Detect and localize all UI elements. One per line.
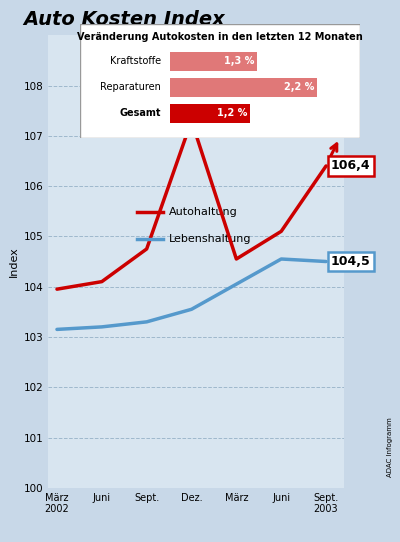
Text: 1,3 %: 1,3 % xyxy=(224,56,254,66)
Text: Autohaltung: Autohaltung xyxy=(169,207,238,217)
Text: 106,4: 106,4 xyxy=(331,159,370,172)
Text: Veränderung Autokosten in den letzten 12 Monaten: Veränderung Autokosten in den letzten 12… xyxy=(77,33,363,42)
Text: 1,2 %: 1,2 % xyxy=(217,108,248,118)
Text: Kraftstoffe: Kraftstoffe xyxy=(110,56,161,66)
Text: 2,2 %: 2,2 % xyxy=(284,82,315,92)
Text: Gesamt: Gesamt xyxy=(120,108,161,118)
Text: Reparaturen: Reparaturen xyxy=(100,82,161,92)
Text: Auto Kosten Index: Auto Kosten Index xyxy=(23,10,225,29)
Bar xyxy=(170,51,257,71)
Bar xyxy=(170,78,318,97)
Bar xyxy=(170,104,250,124)
Text: 104,5: 104,5 xyxy=(331,255,371,268)
Y-axis label: Index: Index xyxy=(9,246,19,277)
Text: ADAC Infogramm: ADAC Infogramm xyxy=(387,417,393,477)
Text: Lebenshaltung: Lebenshaltung xyxy=(169,234,252,244)
